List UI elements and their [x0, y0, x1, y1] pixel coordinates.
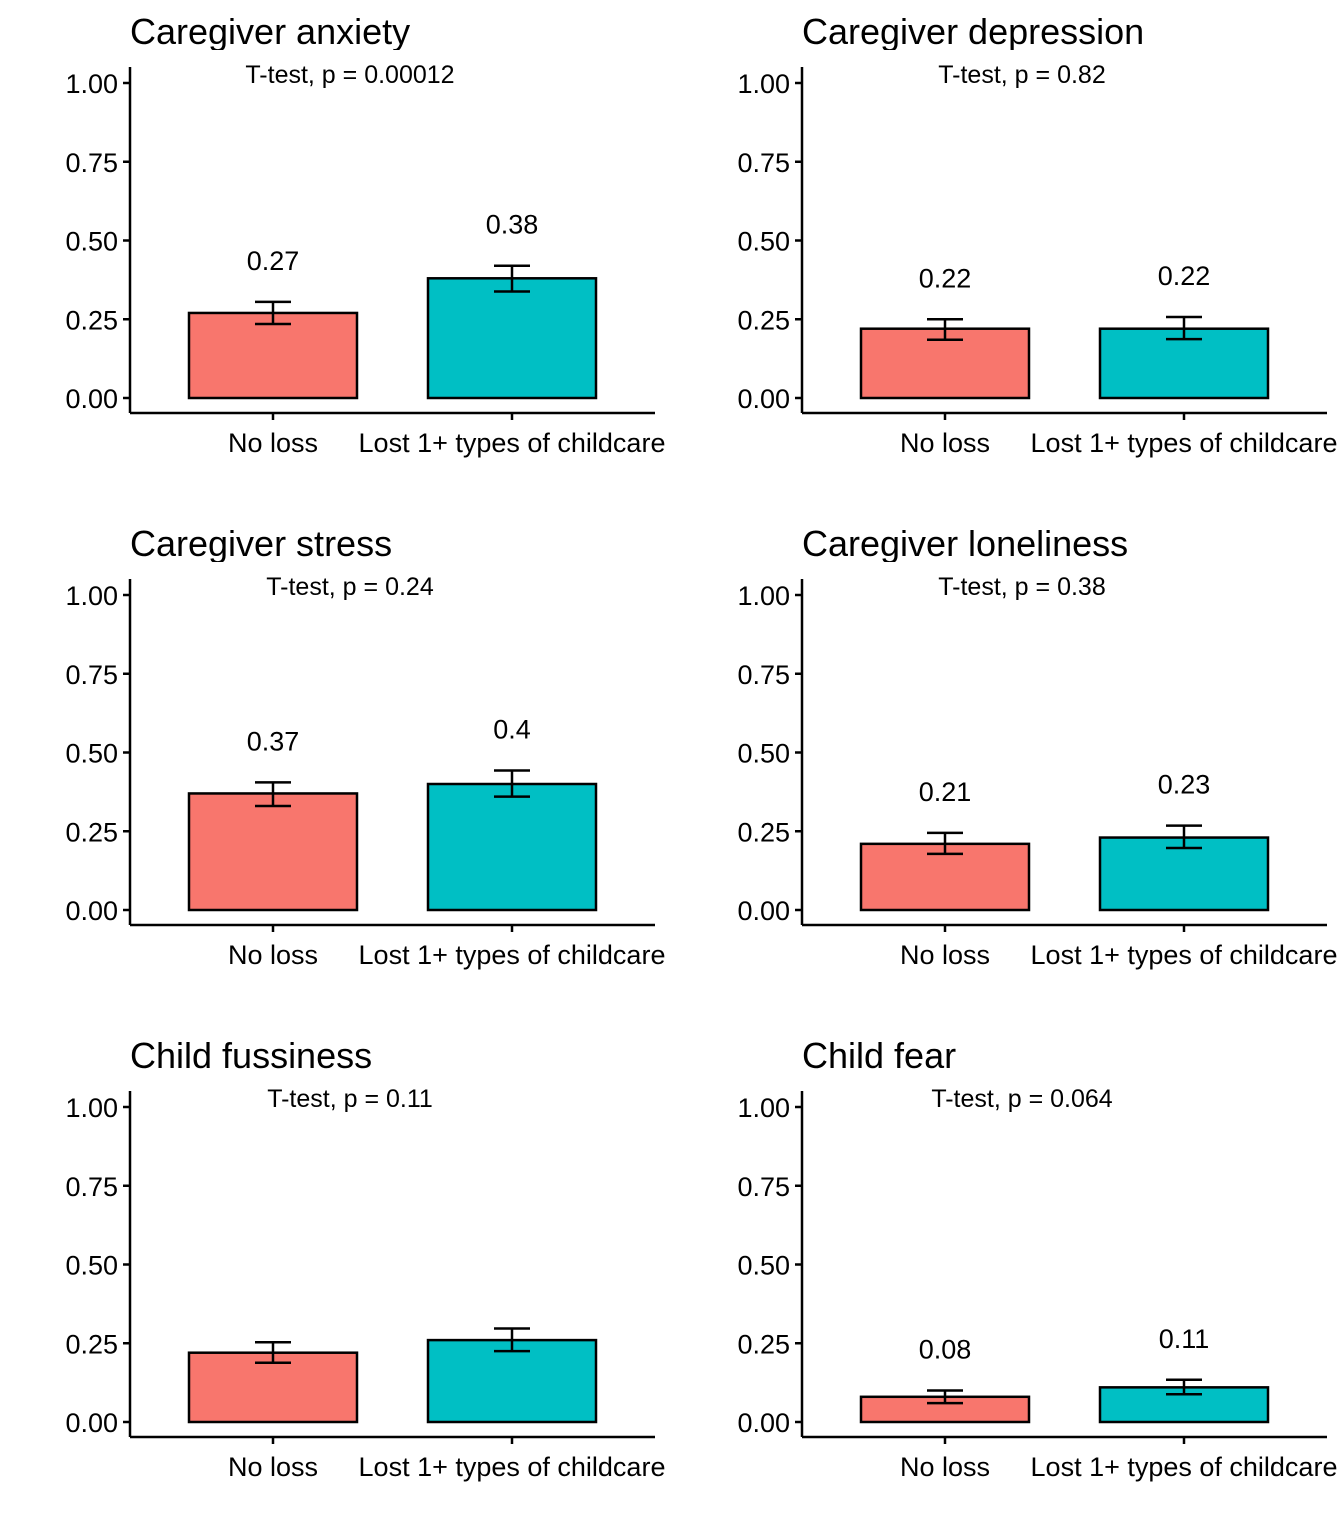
- y-tick-label: 0.00: [737, 384, 790, 414]
- bar: [187, 792, 359, 912]
- y-tick-label: 1.00: [65, 581, 118, 611]
- y-tick-label: 0.25: [65, 817, 118, 847]
- test-annotation: T-test, p = 0.11: [267, 1085, 433, 1113]
- y-tick-label: 0.25: [65, 1329, 118, 1359]
- chart-panel: Caregiver loneliness 0.00 0.25 0.50 0.75 1.00…: [737, 523, 1337, 970]
- y-tick-label: 0.00: [65, 384, 118, 414]
- data-label: 0.21: [919, 777, 972, 807]
- y-tick-label: 0.50: [737, 1251, 790, 1281]
- x-tick-label: Lost 1+ types of childcare: [1031, 940, 1338, 970]
- y-tick-label: 0.75: [65, 148, 118, 178]
- chart-panel: Caregiver anxiety 0.00 0.25 0.50 0.75 1.00 0.2…: [65, 11, 665, 458]
- data-label: 0.27: [247, 246, 300, 276]
- annotation-mask: [132, 562, 652, 577]
- chart-panel: Caregiver stress 0.00 0.25 0.50 0.75 1.00 0.37…: [65, 523, 665, 970]
- x-tick-label: No loss: [228, 940, 318, 970]
- y-tick-label: 0.75: [737, 148, 790, 178]
- x-tick-label: No loss: [900, 428, 990, 458]
- y-tick-label: 0.50: [65, 739, 118, 769]
- annotation-mask: [804, 1074, 1324, 1089]
- y-tick-label: 0.25: [737, 1329, 790, 1359]
- y-tick-label: 0.25: [737, 305, 790, 335]
- y-tick-label: 0.00: [65, 1408, 118, 1438]
- y-tick-label: 1.00: [737, 581, 790, 611]
- x-tick-label: No loss: [900, 940, 990, 970]
- bar: [187, 1351, 359, 1424]
- chart-panel: Child fussiness 0.00 0.25 0.50 0.75 1.00 No lo…: [65, 1035, 665, 1482]
- x-tick-label: Lost 1+ types of childcare: [1031, 428, 1338, 458]
- y-tick-label: 0.25: [65, 305, 118, 335]
- bar: [426, 782, 598, 912]
- y-tick-label: 0.75: [737, 1172, 790, 1202]
- y-tick-label: 1.00: [65, 1093, 118, 1123]
- test-annotation: T-test, p = 0.24: [266, 573, 434, 601]
- test-annotation: T-test, p = 0.38: [938, 573, 1105, 601]
- x-tick-label: Lost 1+ types of childcare: [359, 1452, 666, 1482]
- x-tick-label: No loss: [900, 1452, 990, 1482]
- bar: [426, 1338, 598, 1424]
- data-label: 0.22: [919, 263, 972, 293]
- bar: [426, 277, 598, 400]
- y-tick-label: 1.00: [737, 1093, 790, 1123]
- bar: [187, 311, 359, 400]
- data-label: 0.08: [919, 1335, 972, 1365]
- y-tick-label: 0.00: [65, 896, 118, 926]
- y-tick-label: 0.00: [737, 896, 790, 926]
- annotation-mask: [132, 50, 652, 65]
- panel-title: Caregiver anxiety: [130, 11, 410, 52]
- y-tick-label: 0.50: [737, 227, 790, 257]
- y-tick-label: 0.75: [65, 1172, 118, 1202]
- annotation-mask: [804, 562, 1324, 577]
- panel-title: Caregiver depression: [802, 11, 1144, 52]
- x-tick-label: Lost 1+ types of childcare: [359, 428, 666, 458]
- bar: [1098, 836, 1270, 912]
- panel-title: Caregiver loneliness: [802, 523, 1128, 564]
- y-tick-label: 1.00: [65, 69, 118, 99]
- x-tick-label: Lost 1+ types of childcare: [1031, 1452, 1338, 1482]
- x-tick-label: No loss: [228, 1452, 318, 1482]
- data-label: 0.22: [1158, 261, 1211, 291]
- test-annotation: T-test, p = 0.82: [938, 61, 1105, 89]
- data-label: 0.4: [493, 714, 531, 744]
- annotation-mask: [804, 50, 1324, 65]
- data-label: 0.38: [486, 210, 539, 240]
- y-tick-label: 0.75: [65, 660, 118, 690]
- y-tick-label: 0.50: [65, 1251, 118, 1281]
- test-annotation: T-test, p = 0.064: [931, 1085, 1112, 1113]
- y-tick-label: 0.25: [737, 817, 790, 847]
- annotation-mask: [132, 1074, 652, 1089]
- panel-title: Caregiver stress: [130, 523, 392, 564]
- test-annotation: T-test, p = 0.00012: [245, 61, 454, 89]
- data-label: 0.23: [1158, 770, 1211, 800]
- chart-panel: Caregiver depression 0.00 0.25 0.50 0.75 1.00…: [737, 11, 1337, 458]
- x-tick-label: Lost 1+ types of childcare: [359, 940, 666, 970]
- y-tick-label: 1.00: [737, 69, 790, 99]
- y-tick-label: 0.50: [65, 227, 118, 257]
- y-tick-label: 0.75: [737, 660, 790, 690]
- data-label: 0.37: [247, 726, 300, 756]
- panel-title: Child fussiness: [130, 1035, 372, 1076]
- x-tick-label: No loss: [228, 428, 318, 458]
- y-tick-label: 0.50: [737, 739, 790, 769]
- panel-title: Child fear: [802, 1035, 956, 1076]
- chart-panel: Child fear 0.00 0.25 0.50 0.75 1.00 0.08 0.11 No…: [737, 1035, 1337, 1482]
- data-label: 0.11: [1159, 1324, 1210, 1354]
- y-tick-label: 0.00: [737, 1408, 790, 1438]
